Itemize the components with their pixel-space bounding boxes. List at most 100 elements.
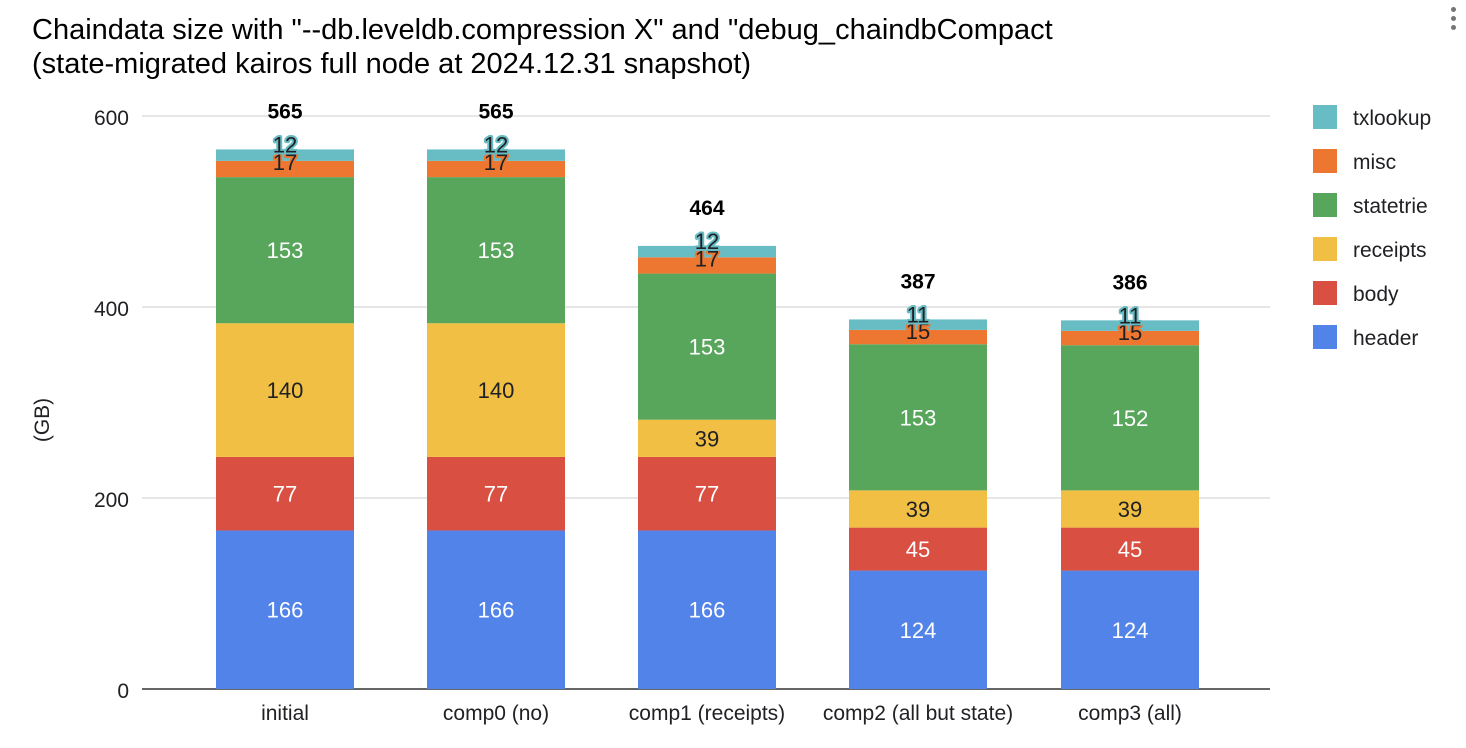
legend-item-header: header — [1313, 325, 1418, 350]
bar-segment-header — [1061, 570, 1199, 689]
bar-segment-statetrie — [216, 177, 354, 324]
y-tick-label: 0 — [117, 680, 129, 703]
data-label-txlookup: 12 — [695, 229, 719, 254]
legend-item-txlookup: txlookup — [1313, 105, 1431, 130]
bar-segment-receipts — [849, 490, 987, 528]
data-label-misc: 15 — [1118, 320, 1142, 345]
bar-segment-receipts — [1061, 490, 1199, 528]
legend-swatch-receipts — [1313, 237, 1337, 261]
data-label-statetrie: 152 — [1112, 406, 1149, 431]
data-label-statetrie: 153 — [478, 238, 515, 263]
data-label-body: 77 — [695, 482, 719, 507]
x-tick-label: comp3 (all) — [1078, 702, 1182, 725]
bar-segment-misc — [638, 257, 776, 274]
data-label-body: 77 — [273, 482, 297, 507]
bar-segment-body — [1061, 527, 1199, 571]
bar-segment-header — [849, 570, 987, 689]
y-tick-label: 400 — [94, 298, 129, 321]
legend-item-misc: misc — [1313, 149, 1396, 174]
legend-label-txlookup: txlookup — [1353, 107, 1431, 130]
legend-label-receipts: receipts — [1353, 239, 1427, 262]
x-tick-label: comp1 (receipts) — [629, 702, 785, 725]
data-label-receipts: 39 — [1118, 497, 1142, 522]
x-tick-label: initial — [261, 702, 309, 725]
data-label-header: 166 — [267, 598, 304, 623]
data-label-statetrie: 153 — [900, 405, 937, 430]
data-label-misc: 17 — [695, 246, 719, 271]
data-label-statetrie: 153 — [689, 335, 726, 360]
y-tick-label: 200 — [94, 489, 129, 512]
data-label-header: 124 — [900, 618, 937, 643]
legend-swatch-header — [1313, 325, 1337, 349]
bar-segment-misc — [1061, 330, 1199, 346]
total-label: 386 — [1112, 271, 1147, 294]
legend-label-header: header — [1353, 327, 1418, 350]
legend-item-statetrie: statetrie — [1313, 193, 1428, 218]
bar-segment-body — [427, 456, 565, 531]
data-label-statetrie: 153 — [267, 238, 304, 263]
bar-segment-misc — [427, 160, 565, 178]
bar-segment-misc — [216, 160, 354, 178]
legend-swatch-body — [1313, 281, 1337, 305]
data-label-txlookup: 11 — [1119, 303, 1142, 328]
total-label: 565 — [267, 100, 302, 123]
data-label-txlookup: 11 — [907, 302, 930, 327]
data-label-receipts: 39 — [695, 426, 719, 451]
bar-segment-body — [216, 456, 354, 531]
bar-segment-receipts — [216, 323, 354, 457]
total-label: 464 — [689, 197, 724, 220]
data-label-receipts: 140 — [267, 378, 304, 403]
bar-segment-statetrie — [849, 344, 987, 491]
bar-segment-receipts — [638, 419, 776, 457]
y-tick-label: 600 — [94, 107, 129, 130]
legend-item-receipts: receipts — [1313, 237, 1427, 262]
data-label-body: 45 — [906, 537, 930, 562]
y-axis-title: (GB) — [31, 398, 54, 442]
bar-segment-txlookup — [638, 245, 776, 258]
bar-segment-header — [427, 530, 565, 689]
data-label-body: 45 — [1118, 537, 1142, 562]
y-axis: 0 200 400 600 (GB) — [31, 107, 129, 703]
chart-title-line-2: (state-migrated kairos full node at 2024… — [32, 48, 751, 80]
chart-title-line-1: Chaindata size with "--db.leveldb.compre… — [32, 14, 1053, 46]
bar-segment-header — [216, 530, 354, 689]
chart-menu-icon[interactable] — [1446, 4, 1460, 34]
legend-swatch-txlookup — [1313, 105, 1337, 129]
data-label-misc: 17 — [273, 150, 297, 175]
data-label-header: 166 — [478, 598, 515, 623]
bar-segment-statetrie — [427, 177, 565, 324]
legend-swatch-misc — [1313, 149, 1337, 173]
data-label-receipts: 140 — [478, 378, 515, 403]
legend-item-body: body — [1313, 281, 1399, 306]
legend-label-misc: misc — [1353, 151, 1396, 174]
data-label-misc: 15 — [906, 319, 930, 344]
bar-segment-statetrie — [638, 273, 776, 420]
x-tick-label: comp2 (all but state) — [823, 702, 1013, 725]
data-label-receipts: 39 — [906, 497, 930, 522]
data-label-txlookup: 12 — [484, 132, 508, 157]
bar-segment-header — [638, 530, 776, 689]
bar-segment-body — [849, 527, 987, 571]
legend: txlookup misc statetrie receipts body header — [1313, 105, 1431, 350]
x-tick-label: comp0 (no) — [443, 702, 549, 725]
data-label-body: 77 — [484, 482, 508, 507]
bar-segment-body — [638, 456, 776, 531]
bar-segment-txlookup — [849, 319, 987, 330]
total-label: 565 — [478, 100, 513, 123]
bar-segment-statetrie — [1061, 345, 1199, 491]
data-label-header: 166 — [689, 598, 726, 623]
bar-segment-txlookup — [1061, 320, 1199, 331]
bar-segment-misc — [849, 329, 987, 345]
legend-swatch-statetrie — [1313, 193, 1337, 217]
bar-segment-txlookup — [427, 149, 565, 161]
bar-segment-txlookup — [216, 149, 354, 161]
data-label-txlookup: 12 — [273, 132, 297, 157]
total-label: 387 — [900, 270, 935, 293]
data-label-header: 124 — [1112, 618, 1149, 643]
data-label-misc: 17 — [484, 150, 508, 175]
bar-segment-receipts — [427, 323, 565, 457]
legend-label-statetrie: statetrie — [1353, 195, 1428, 218]
x-axis: initial comp0 (no) comp1 (receipts) comp2 (… — [261, 702, 1182, 725]
legend-label-body: body — [1353, 283, 1399, 306]
